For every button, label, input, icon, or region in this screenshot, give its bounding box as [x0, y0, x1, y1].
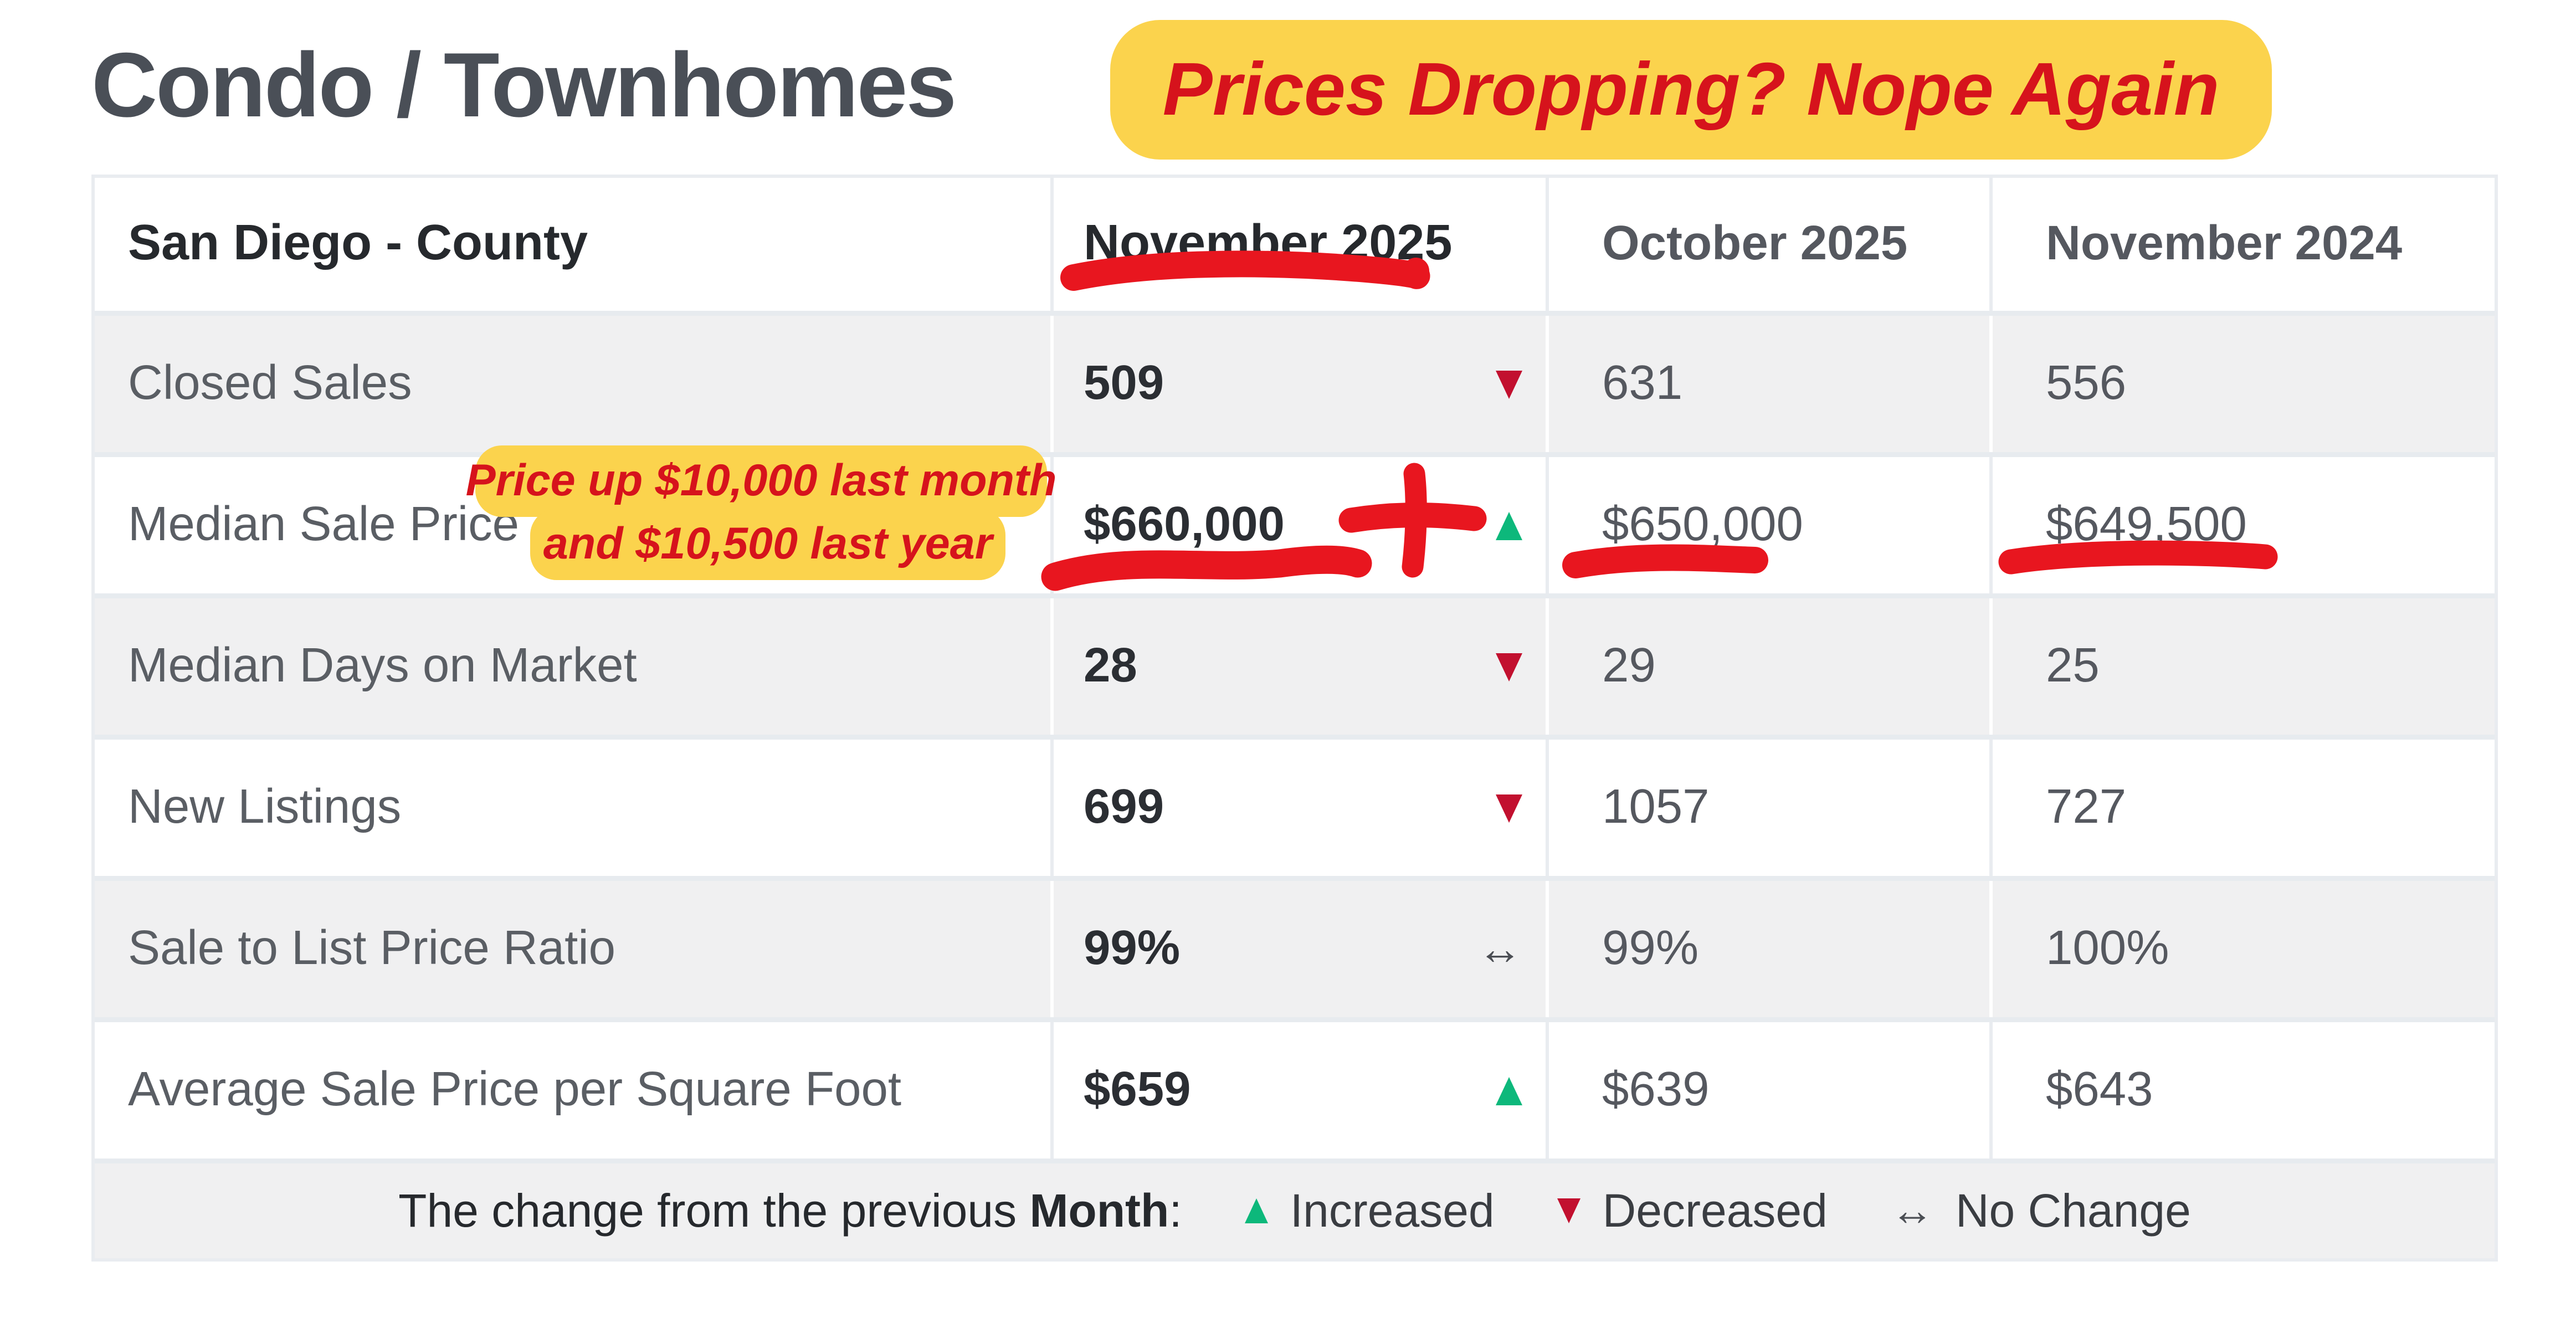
- legend-caption-colon: :: [1169, 1184, 1182, 1236]
- prev-year-value: 25: [1989, 598, 2495, 735]
- prev-month-value: 99%: [1546, 881, 1989, 1017]
- current-value-cell: 509: [1050, 316, 1546, 452]
- row-label: Median Days on Market: [128, 639, 637, 693]
- table-row-new-listings: New Listings 699 1057 727: [95, 735, 2495, 876]
- increased-triangle-icon: [1245, 1198, 1269, 1223]
- current-value-cell: 28: [1050, 598, 1546, 735]
- prev-month-value: 1057: [1546, 740, 1989, 876]
- table-row-median-sale-price: Median Sale Price $660,000 $650,000 $649…: [95, 452, 2495, 593]
- row-label: Average Sale Price per Square Foot: [128, 1063, 902, 1116]
- prev-month-value: $650,000: [1546, 457, 1989, 593]
- legend-no-change-label: No Change: [1955, 1184, 2191, 1236]
- page-title: Condo / Townhomes: [91, 33, 957, 136]
- trend-down-icon: [1496, 652, 1522, 681]
- decreased-triangle-icon: [1557, 1198, 1581, 1223]
- trend-up-icon: [1496, 511, 1522, 540]
- legend-no-change: ↔ No Change: [1891, 1185, 2191, 1238]
- current-value-cell: 99% ↔: [1050, 881, 1546, 1017]
- legend-caption: The change from the previous Month:: [398, 1185, 1182, 1238]
- banner-text: Prices Dropping? Nope Again: [1162, 47, 2220, 131]
- stats-table: San Diego - County November 2025 October…: [91, 175, 2498, 1262]
- row-label: Closed Sales: [128, 356, 412, 410]
- table-header-row: San Diego - County November 2025 October…: [95, 178, 2495, 311]
- row-label: Median Sale Price: [128, 498, 520, 551]
- prev-month-value: 29: [1546, 598, 1989, 735]
- legend-increased-label: Increased: [1290, 1184, 1495, 1236]
- prev-year-value: $649,500: [1989, 457, 2495, 593]
- legend-caption-prefix: The change from the previous: [398, 1184, 1017, 1236]
- current-value: 28: [1084, 639, 1137, 693]
- no-change-icon: ↔: [1477, 923, 1522, 973]
- trend-down-icon: [1496, 793, 1522, 822]
- column-header-october-2025: October 2025: [1546, 178, 1989, 311]
- table-row-avg-price-per-sqft: Average Sale Price per Square Foot $659 …: [95, 1017, 2495, 1158]
- current-value-cell: $659: [1050, 1022, 1546, 1158]
- row-label: New Listings: [128, 780, 402, 834]
- table-row-sale-to-list-ratio: Sale to List Price Ratio 99% ↔ 99% 100%: [95, 876, 2495, 1017]
- prev-month-value: 631: [1546, 316, 1989, 452]
- trend-up-icon: [1496, 1076, 1522, 1105]
- table-row-median-days-on-market: Median Days on Market 28 29 25: [95, 593, 2495, 735]
- current-value: 99%: [1084, 921, 1181, 975]
- row-label: Sale to List Price Ratio: [128, 921, 616, 975]
- legend-row: The change from the previous Month: Incr…: [95, 1158, 2495, 1258]
- legend-decreased: Decreased: [1557, 1184, 1828, 1238]
- current-value: $659: [1084, 1063, 1191, 1116]
- legend-decreased-label: Decreased: [1602, 1184, 1828, 1236]
- table-row-closed-sales: Closed Sales 509 631 556: [95, 311, 2495, 452]
- prev-year-value: 556: [1989, 316, 2495, 452]
- callout-highlight-line1: Price up $10,000 last month: [466, 445, 1056, 517]
- prev-month-value: $639: [1546, 1022, 1989, 1158]
- prev-year-value: 727: [1989, 740, 2495, 876]
- trend-down-icon: [1496, 370, 1522, 398]
- prev-year-value: 100%: [1989, 881, 2495, 1017]
- callout-text-line1: Price up $10,000 last month: [465, 455, 1057, 505]
- current-value: 509: [1084, 356, 1164, 410]
- prev-year-value: $643: [1989, 1022, 2495, 1158]
- column-header-region: San Diego - County: [128, 216, 588, 271]
- legend-increased: Increased: [1245, 1185, 1495, 1238]
- column-header-november-2025: November 2025: [1050, 178, 1546, 311]
- banner-annotation: Prices Dropping? Nope Again: [1110, 20, 2272, 160]
- current-value: $660,000: [1084, 498, 1285, 551]
- current-value: 699: [1084, 780, 1164, 834]
- current-value-cell: 699: [1050, 740, 1546, 876]
- legend-caption-bold: Month: [1029, 1184, 1169, 1236]
- column-header-november-2024: November 2024: [1989, 178, 2495, 311]
- callout-highlight-line2: and $10,500 last year: [530, 509, 1005, 580]
- no-change-arrow-icon: ↔: [1890, 1185, 1934, 1235]
- current-value-cell: $660,000: [1050, 457, 1546, 593]
- callout-text-line2: and $10,500 last year: [543, 519, 993, 568]
